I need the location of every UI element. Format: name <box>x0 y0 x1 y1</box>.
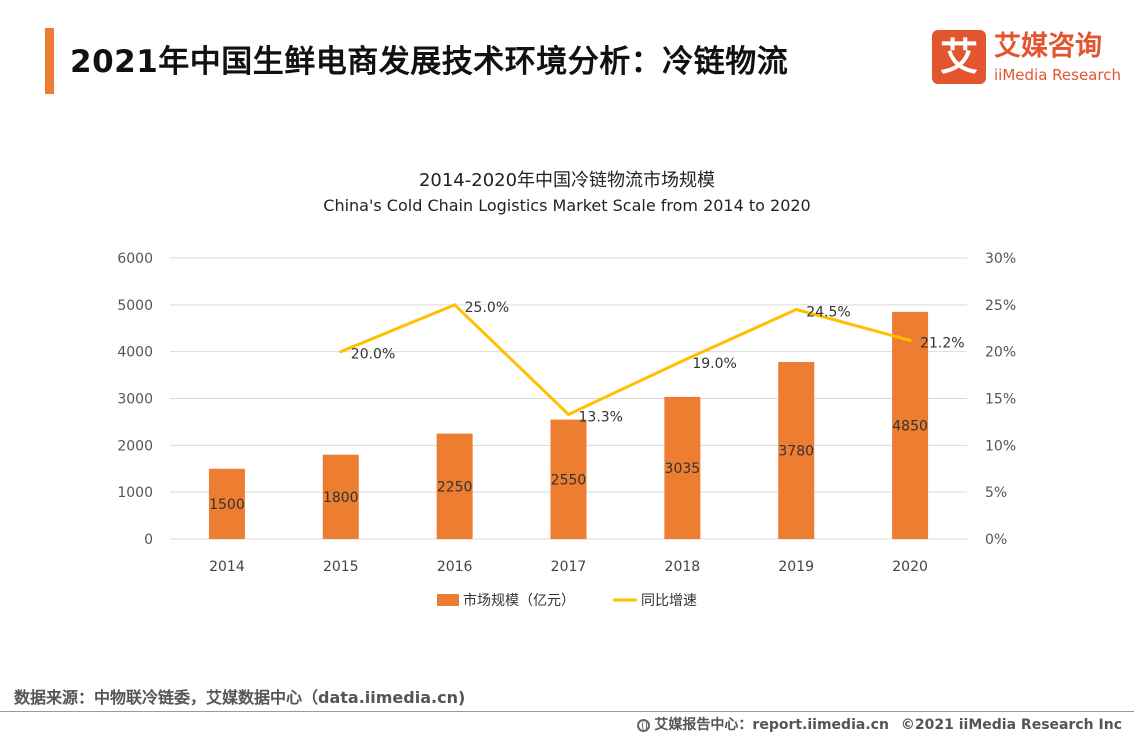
title-accent-bar <box>45 28 54 94</box>
footer-divider <box>0 711 1134 712</box>
bar-value-label: 3035 <box>665 461 701 477</box>
growth-rate-label: 13.3% <box>579 409 623 425</box>
x-tick-label: 2019 <box>778 559 814 575</box>
growth-rate-line <box>340 303 911 417</box>
bar-value-label: 2250 <box>437 479 473 495</box>
x-tick-label: 2014 <box>209 559 245 575</box>
y-left-tick-label: 6000 <box>117 251 153 267</box>
logo-name-cn: 艾媒咨询 <box>994 31 1102 62</box>
globe-icon <box>637 719 651 732</box>
brand-logo: 艾 艾媒咨询 iiMedia Research <box>932 30 1121 86</box>
bar-value-label: 4850 <box>892 418 928 434</box>
y-right-tick-label: 10% <box>985 438 1016 454</box>
growth-rate-label: 25.0% <box>465 300 509 316</box>
legend-label-line: 同比增速 <box>641 593 697 609</box>
footer: 艾媒报告中心：report.iimedia.cn ©2021 iiMedia Re… <box>637 714 1122 734</box>
y-right-tick-label: 25% <box>985 298 1016 314</box>
bar-market-scale <box>550 419 587 539</box>
page-title: 2021年中国生鲜电商发展技术环境分析：冷链物流 <box>70 44 789 80</box>
x-tick-label: 2020 <box>892 559 928 575</box>
y-left-tick-label: 5000 <box>117 298 153 314</box>
y-right-tick-label: 30% <box>985 251 1016 267</box>
data-source: 数据来源：中物联冷链委，艾媒数据中心（data.iimedia.cn) <box>14 688 466 707</box>
logo-mark-icon: 艾 <box>932 30 986 84</box>
bar-market-scale <box>778 361 815 539</box>
bar-market-scale <box>322 454 359 539</box>
growth-rate-label: 20.0% <box>351 347 395 363</box>
logo-name-en: iiMedia Research <box>994 66 1121 84</box>
y-left-tick-label: 4000 <box>117 345 153 361</box>
bar-value-label: 1800 <box>323 490 359 506</box>
bar-market-scale <box>436 433 473 539</box>
logo-mark-char: 艾 <box>939 35 978 79</box>
growth-rate-point <box>339 350 343 354</box>
x-tick-label: 2016 <box>437 559 473 575</box>
x-tick-label: 2015 <box>323 559 359 575</box>
y-right-tick-label: 20% <box>985 345 1016 361</box>
growth-rate-point <box>794 308 798 312</box>
y-right-tick-label: 5% <box>985 485 1007 501</box>
y-left-tick-label: 1000 <box>117 485 153 501</box>
legend-label-bar: 市场规模（亿元） <box>463 592 575 609</box>
x-tick-label: 2017 <box>551 559 587 575</box>
chart-title: 2014-2020年中国冷链物流市场规模 <box>418 170 716 191</box>
bar-value-label: 2550 <box>551 472 587 488</box>
growth-rate-label: 19.0% <box>692 356 736 372</box>
growth-rate-point <box>680 359 684 363</box>
bar-market-scale <box>208 468 245 539</box>
chart-subtitle: China's Cold Chain Logistics Market Scal… <box>323 196 811 215</box>
bar-market-scale <box>664 396 701 539</box>
bar-value-label: 1500 <box>209 497 245 513</box>
y-left-tick-label: 0 <box>144 532 153 548</box>
growth-rate-point <box>453 303 457 307</box>
footer-copyright: ©2021 iiMedia Research Inc <box>900 717 1122 733</box>
growth-rate-point <box>908 338 912 342</box>
y-left-tick-label: 2000 <box>117 438 153 454</box>
y-right-tick-label: 0% <box>985 532 1007 548</box>
growth-rate-point <box>567 412 570 416</box>
bar-market-scale <box>892 311 929 539</box>
growth-rate-label: 24.5% <box>806 305 850 321</box>
x-tick-label: 2018 <box>665 559 701 575</box>
y-right-tick-label: 15% <box>985 392 1016 408</box>
bar-value-label: 3780 <box>778 443 814 459</box>
growth-rate-label: 21.2% <box>920 335 964 351</box>
footer-report-center: 艾媒报告中心：report.iimedia.cn <box>654 717 889 733</box>
legend-swatch-bar <box>437 594 459 606</box>
y-left-tick-label: 3000 <box>117 392 153 408</box>
